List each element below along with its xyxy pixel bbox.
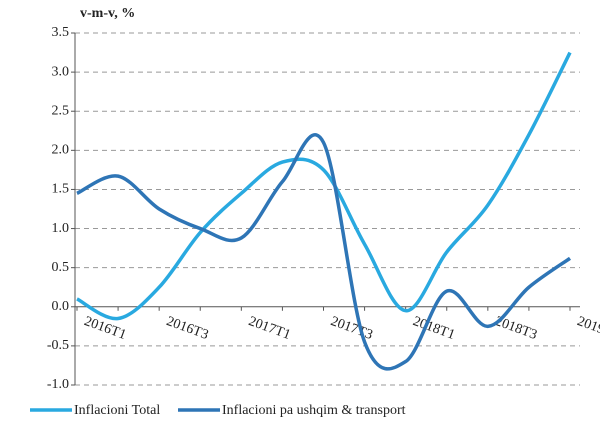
y-tick-label: 0.0: [52, 299, 70, 314]
y-tick-label: 3.0: [52, 64, 70, 79]
y-tick-label: -1.0: [47, 377, 69, 392]
legend-label: Inflacioni Total: [74, 403, 160, 418]
series-line: [76, 133, 572, 371]
y-tick-label: 2.0: [52, 143, 70, 158]
x-tick-label: 2017T3: [329, 314, 375, 343]
legend-label: Inflacioni pa ushqim & transport: [222, 403, 406, 418]
y-tick-label: 3.5: [52, 25, 70, 40]
y-axis-label: v-m-v, %: [80, 6, 135, 21]
y-tick-label: 2.5: [52, 103, 70, 118]
x-tick-label: 2019T1: [575, 314, 600, 343]
y-tick-label: 0.5: [52, 260, 70, 275]
y-tick-label: 1.0: [52, 221, 70, 236]
y-tick-label: 1.5: [52, 182, 70, 197]
x-tick-label: 2017T1: [246, 314, 292, 343]
series-line: [76, 51, 572, 321]
x-tick-label: 2016T3: [164, 314, 210, 343]
y-tick-label: -0.5: [47, 338, 69, 353]
x-tick-label: 2018T1: [411, 314, 457, 343]
